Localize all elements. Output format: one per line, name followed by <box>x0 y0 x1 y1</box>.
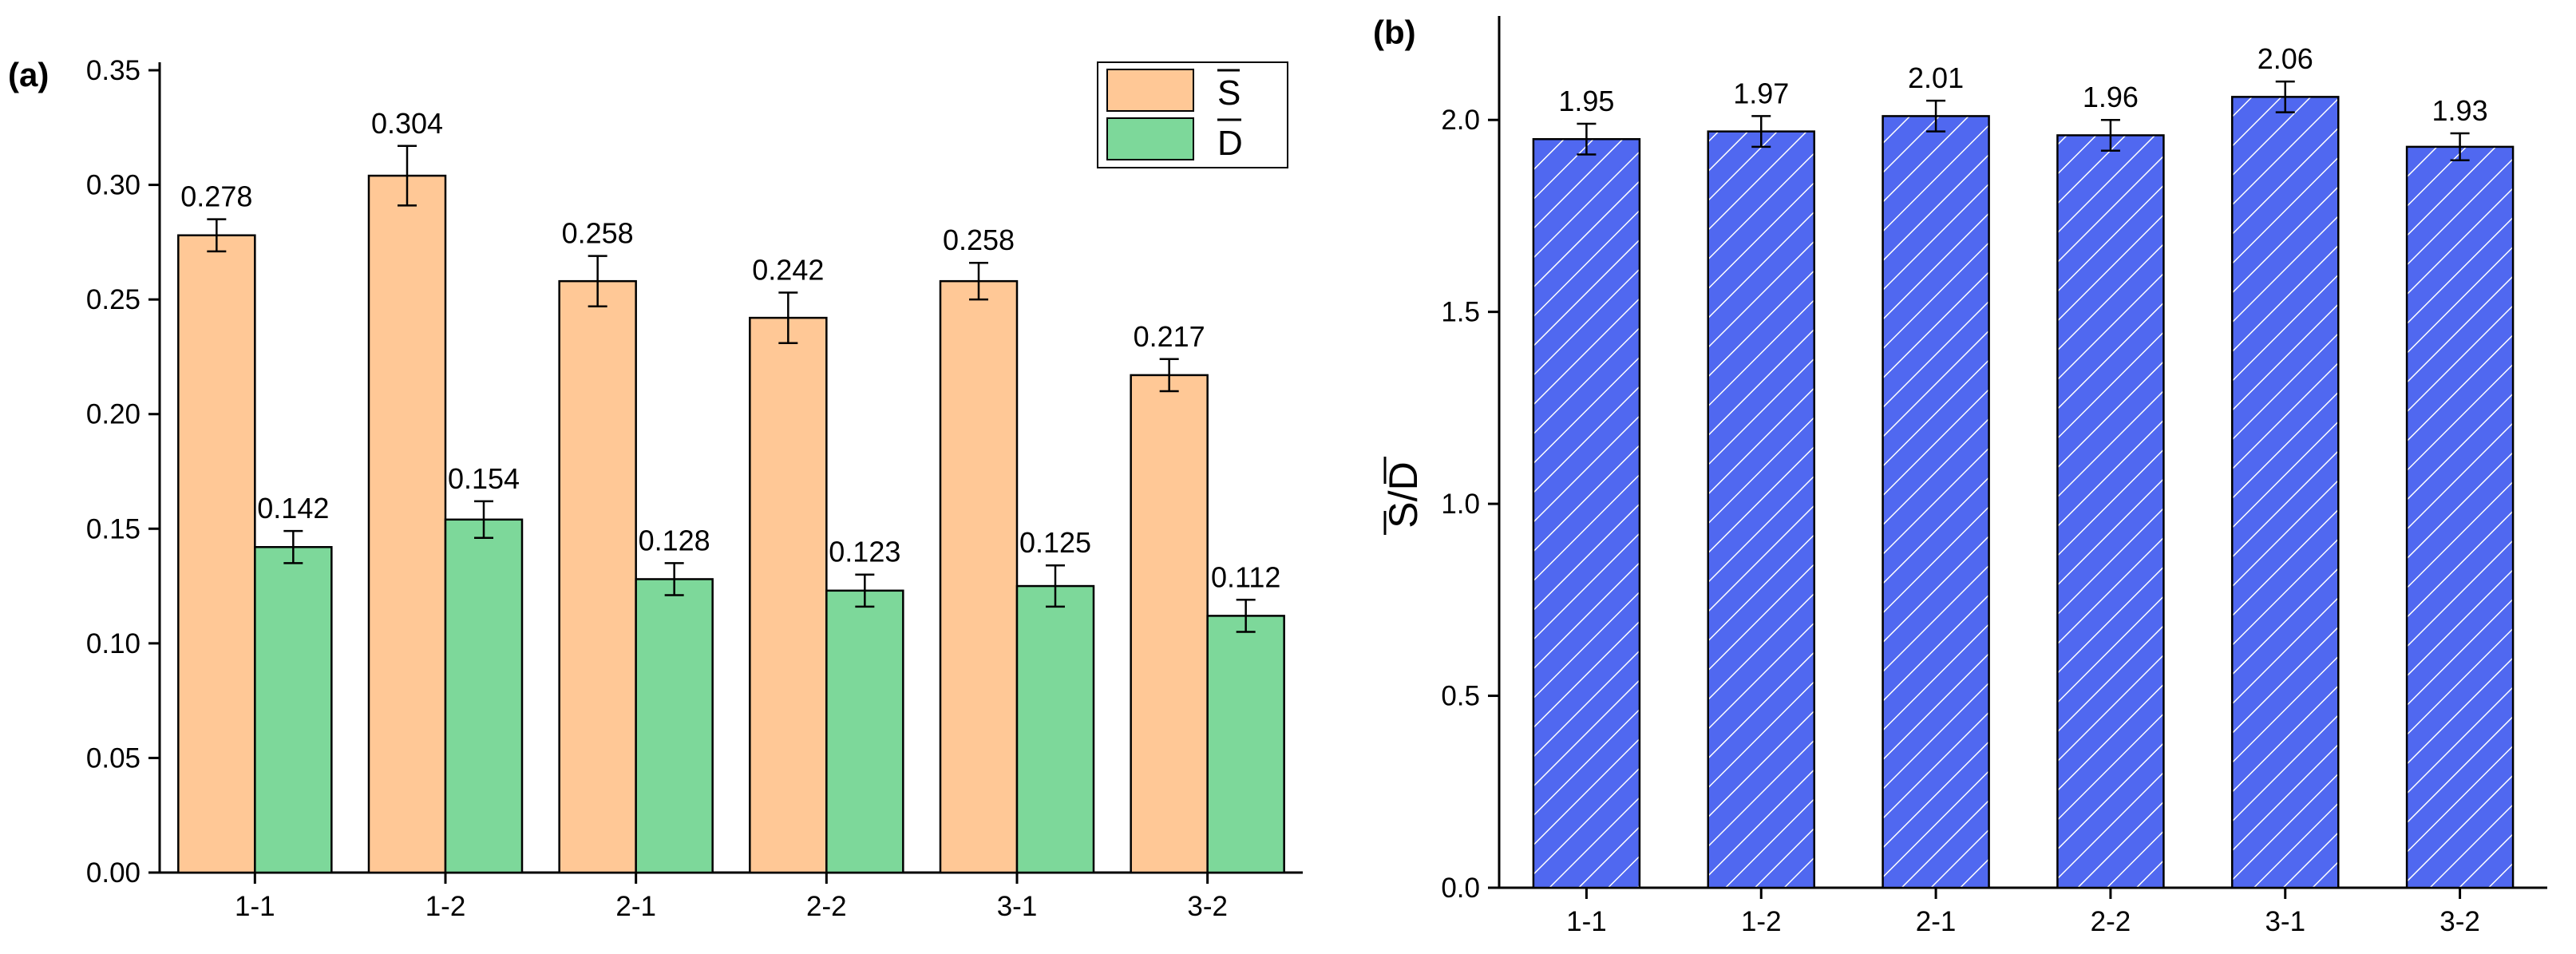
y-tick-label: 0.5 <box>1441 681 1480 712</box>
bar-s-d-2-2 <box>2056 134 2165 889</box>
bar-d-3-1 <box>1015 584 1095 874</box>
data-label: 1.93 <box>2432 94 2488 127</box>
panel-label-a: (a) <box>8 56 49 93</box>
x-tick-label: 3-2 <box>2439 906 2480 937</box>
x-tick-label: 1-2 <box>1741 906 1782 937</box>
bar-s-d-1-1 <box>1532 138 1641 889</box>
y-tick-label: 0.20 <box>86 399 140 430</box>
y-tick-label: 0.05 <box>86 742 140 774</box>
chart-a: (a) 0.00 0.05 0.10 0.15 0.20 0.25 0.30 0.35 1-1 1… <box>8 55 1303 922</box>
a-legend: S D <box>1097 61 1288 168</box>
data-label: 0.278 <box>180 180 252 213</box>
legend-label-d: D <box>1217 124 1243 163</box>
x-tick-label: 1-1 <box>1566 906 1607 937</box>
x-tick-label: 1-2 <box>425 891 466 922</box>
legend-label-s: S <box>1217 73 1241 113</box>
y-tick-label: 0.15 <box>86 513 140 544</box>
x-tick-label: 3-1 <box>997 891 1038 922</box>
x-tick-label: 1-1 <box>235 891 275 922</box>
x-tick-label: 2-2 <box>2091 906 2131 937</box>
y-tick-label: 1.0 <box>1441 489 1480 520</box>
x-tick-label: 2-1 <box>1916 906 1957 937</box>
ylabel-slash: / <box>1381 490 1426 501</box>
data-label: 1.96 <box>2083 81 2139 113</box>
bar-s-d-3-1 <box>2231 96 2340 889</box>
ylabel-d: D <box>1381 461 1426 490</box>
data-label: 0.128 <box>639 524 710 556</box>
bar-s-d-1-2 <box>1707 130 1815 889</box>
svg-text:S/D: S/D <box>1381 461 1426 528</box>
data-label: 0.242 <box>752 254 824 287</box>
y-tick-label: 2.0 <box>1441 105 1480 136</box>
x-tick-label: 3-1 <box>2265 906 2305 937</box>
data-label: 0.112 <box>1211 560 1280 593</box>
x-tick-label: 2-1 <box>615 891 656 922</box>
ylabel-s: S <box>1381 501 1426 528</box>
bar-s-1-2 <box>367 174 447 874</box>
y-tick-label: 1.5 <box>1441 297 1480 328</box>
b-bars: 1.95 1.97 2.01 1.96 2.06 1.93 <box>1532 42 2515 889</box>
data-label: 1.97 <box>1733 77 1789 109</box>
data-label: 0.125 <box>1019 526 1091 559</box>
legend-swatch-s <box>1106 69 1194 112</box>
data-label: 1.95 <box>1558 85 1614 117</box>
b-axes: 0.0 0.5 1.0 1.5 2.0 1-1 1-2 2-1 2-2 3-1 3-2 <box>1441 16 2547 937</box>
data-label: 0.304 <box>371 107 443 140</box>
y-tick-label: 0.10 <box>86 628 140 659</box>
data-label: 0.217 <box>1134 320 1205 353</box>
y-tick-label: 0.35 <box>86 55 140 86</box>
bar-s-1-1 <box>177 234 256 874</box>
bar-d-1-1 <box>254 546 333 874</box>
data-label: 2.06 <box>2257 42 2313 75</box>
y-tick-label: 0.00 <box>86 857 140 889</box>
panel-label-b: (b) <box>1373 14 1416 51</box>
data-label: 2.01 <box>1908 61 1964 94</box>
x-tick-label: 2-2 <box>806 891 847 922</box>
bar-d-2-2 <box>825 589 904 874</box>
bar-s-d-3-2 <box>2405 145 2515 889</box>
data-label: 0.142 <box>257 492 329 525</box>
bar-d-3-2 <box>1206 615 1285 874</box>
data-label: 0.258 <box>562 217 634 250</box>
legend-swatch-d <box>1106 117 1194 160</box>
bar-s-2-1 <box>558 279 637 874</box>
data-label: 0.154 <box>448 462 520 495</box>
data-label: 0.258 <box>943 224 1015 256</box>
bar-s-2-2 <box>749 316 828 874</box>
bar-s-3-2 <box>1130 374 1209 874</box>
a-axes: 0.00 0.05 0.10 0.15 0.20 0.25 0.30 0.35 1-1 1-2 2-… <box>86 55 1303 922</box>
y-tick-label: 0.25 <box>86 284 140 315</box>
bar-s-3-1 <box>939 279 1019 874</box>
bar-s-d-2-1 <box>1882 115 1990 889</box>
a-bars: 0.278 0.142 0.304 0.154 0.258 0.128 0.242 0.123… <box>177 107 1285 874</box>
y-tick-label: 0.30 <box>86 170 140 201</box>
x-tick-label: 3-2 <box>1187 891 1228 922</box>
b-ylabel: S/D <box>1381 457 1426 535</box>
bar-d-1-2 <box>444 518 524 874</box>
data-label: 0.123 <box>829 536 900 568</box>
bar-d-2-1 <box>635 578 714 874</box>
chart-b: (b) S/D 0.0 0.5 1.0 1.5 2.0 1-1 1-2 2-1 2-2 3-1 3-… <box>1373 14 2547 937</box>
y-tick-label: 0.0 <box>1441 873 1480 904</box>
